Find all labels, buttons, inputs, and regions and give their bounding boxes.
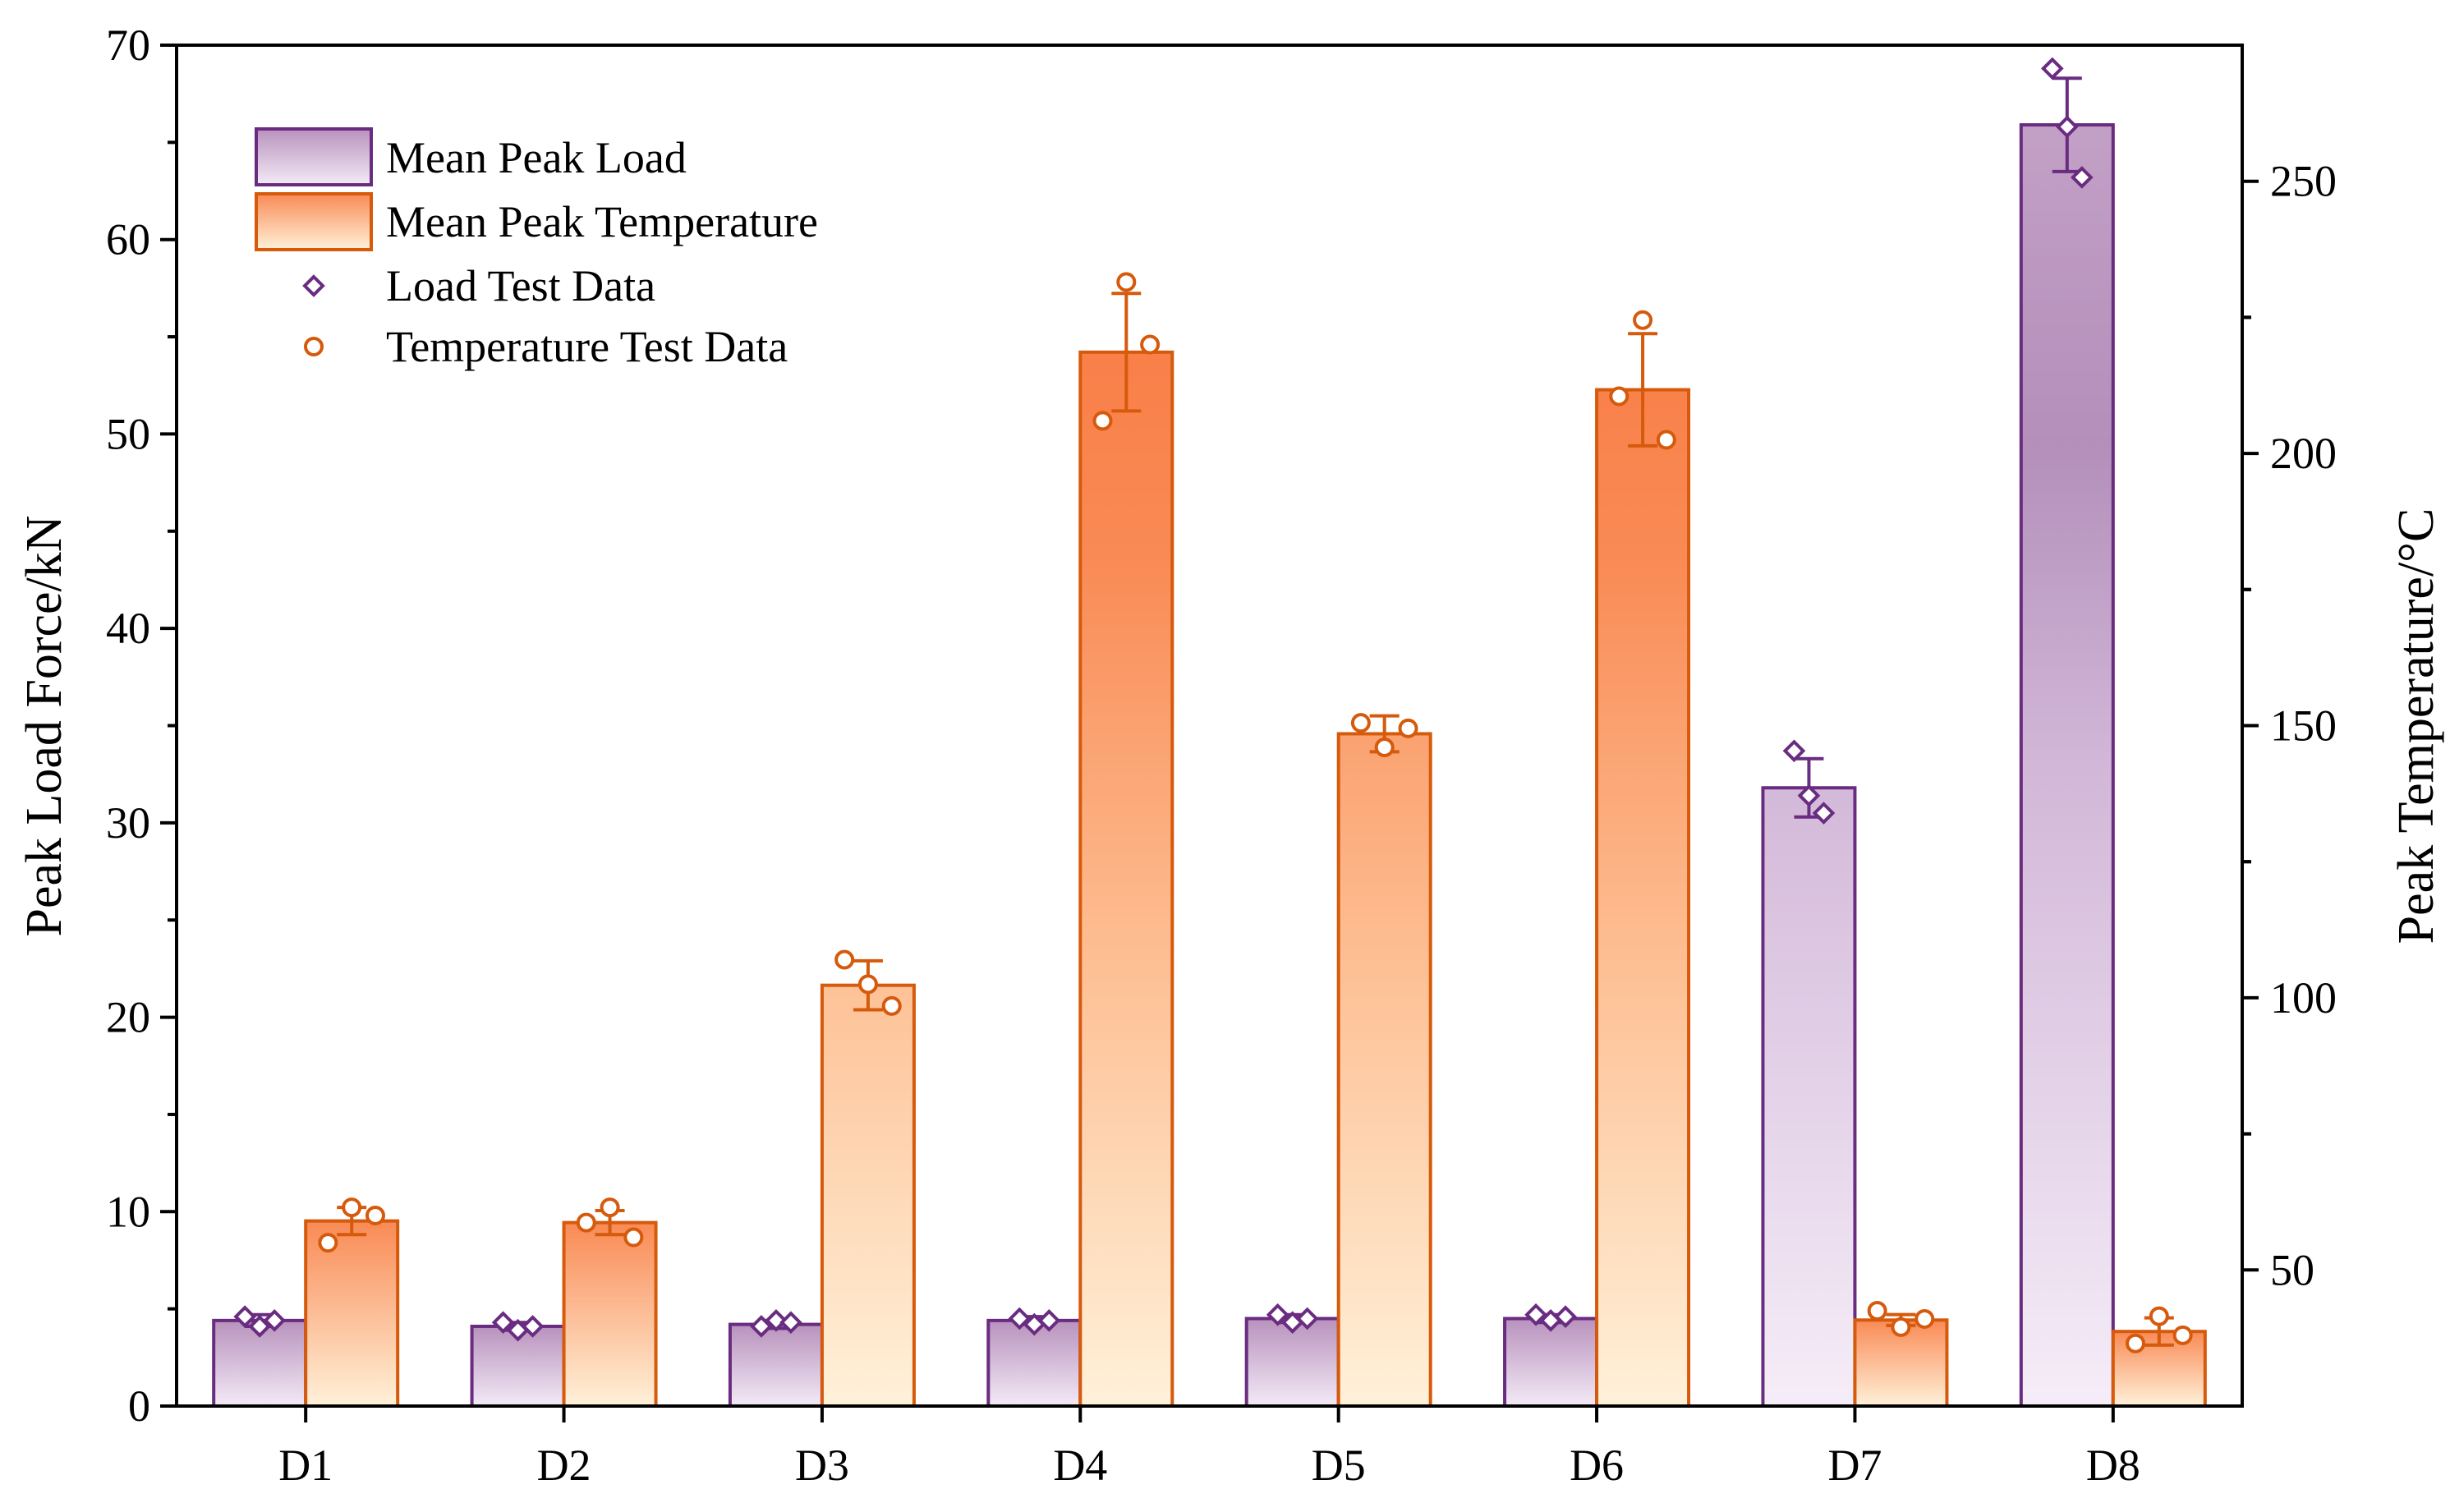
temp-point-D4-2 <box>1116 272 1137 292</box>
load-point-D6-1 <box>1524 1303 1547 1326</box>
y-tick-label-60: 60 <box>106 215 150 264</box>
bar-load-D8 <box>2019 123 2115 1408</box>
temp-point-D4-1 <box>1092 411 1113 431</box>
bar-temp-D5 <box>1336 732 1432 1408</box>
legend-swatch-temp <box>255 192 373 251</box>
legend-marker-temp-circle <box>304 337 324 356</box>
temp-point-D5-2 <box>1374 738 1395 758</box>
temp-point-D3-3 <box>881 995 902 1016</box>
temp-point-D1-3 <box>365 1206 385 1226</box>
y-tick-label-10: 10 <box>106 1187 150 1236</box>
x-tick-label-D3: D3 <box>795 1441 849 1490</box>
bar-temp-D2 <box>562 1220 658 1408</box>
x-axis: D1 D2 D3 D4 D5 D6 D7 D8 <box>278 1406 2140 1490</box>
temp-point-D7-1 <box>1867 1301 1887 1321</box>
legend-label-temp-data: Temperature Test Data <box>386 322 788 371</box>
temp-point-D6-2 <box>1633 310 1653 330</box>
y2-tick-label-250: 250 <box>2270 157 2337 206</box>
load-point-D8-1 <box>2040 57 2064 80</box>
temp-point-D8-1 <box>2126 1333 2146 1353</box>
load-point-D8-3 <box>2070 166 2094 189</box>
legend-label-load: Mean Peak Load <box>386 133 687 182</box>
load-point-D4-1 <box>1008 1307 1032 1330</box>
bar-temp-D6 <box>1595 388 1691 1409</box>
load-point-D8-2 <box>2055 115 2079 139</box>
temp-point-D6-1 <box>1609 386 1630 407</box>
temp-point-D7-2 <box>1891 1317 1911 1337</box>
temp-point-D2-1 <box>576 1212 596 1233</box>
load-point-D7-1 <box>1782 739 1806 763</box>
bar-temp-D4 <box>1078 350 1174 1408</box>
y2-tick-label-150: 150 <box>2270 701 2337 751</box>
y2-axis-title: Peak Temperature/°C <box>2388 508 2444 944</box>
plot-frame <box>175 44 2244 1408</box>
legend-label-load-data: Load Test Data <box>386 261 655 310</box>
x-tick-label-D2: D2 <box>537 1441 591 1490</box>
load-point-D1-2 <box>248 1315 272 1338</box>
left-axis: 0 10 20 30 40 50 60 70 <box>106 21 177 1431</box>
temp-point-D2-3 <box>623 1227 644 1248</box>
bar-load-D3 <box>728 1322 824 1408</box>
y-axis-title: Peak Load Force/kN <box>16 515 72 936</box>
load-point-D3-3 <box>779 1311 802 1335</box>
load-point-D1-3 <box>263 1309 287 1332</box>
legend-label-temp: Mean Peak Temperature <box>386 197 818 246</box>
temp-point-D3-1 <box>834 949 855 970</box>
temp-point-D6-3 <box>1656 430 1676 450</box>
x-tick-label-D8: D8 <box>2086 1441 2140 1490</box>
bar-temp-D3 <box>820 983 916 1409</box>
temp-point-D1-1 <box>318 1233 338 1253</box>
load-point-D3-2 <box>765 1309 788 1332</box>
load-point-D7-2 <box>1797 784 1821 807</box>
y2-tick-label-100: 100 <box>2270 973 2337 1023</box>
load-point-D1-1 <box>233 1305 257 1328</box>
legend-marker-load-diamond <box>302 274 325 297</box>
x-tick-label-D1: D1 <box>278 1441 333 1490</box>
points-layer <box>233 57 2193 1353</box>
x-tick-label-D5: D5 <box>1312 1441 1366 1490</box>
y-tick-label-0: 0 <box>128 1381 150 1431</box>
load-point-D4-3 <box>1037 1309 1061 1332</box>
y-tick-label-30: 30 <box>106 798 150 848</box>
y-tick-label-70: 70 <box>106 21 150 70</box>
right-axis: 50 100 150 200 250 <box>2242 157 2337 1294</box>
temp-point-D5-1 <box>1350 713 1371 733</box>
bar-load-D7 <box>1761 786 1857 1408</box>
bar-temp-D1 <box>304 1219 400 1408</box>
legend-swatch-load <box>255 127 373 186</box>
load-point-D5-1 <box>1266 1303 1289 1326</box>
temp-point-D4-3 <box>1140 334 1161 355</box>
load-point-D5-3 <box>1295 1307 1319 1330</box>
x-tick-label-D7: D7 <box>1827 1441 1882 1490</box>
y-tick-label-40: 40 <box>106 604 150 653</box>
y-tick-label-20: 20 <box>106 993 150 1042</box>
load-point-D6-3 <box>1554 1305 1577 1328</box>
y2-tick-label-50: 50 <box>2270 1245 2314 1294</box>
x-tick-label-D4: D4 <box>1053 1441 1107 1490</box>
y2-tick-label-200: 200 <box>2270 429 2337 478</box>
temp-point-D3-2 <box>857 974 878 995</box>
load-point-D7-3 <box>1812 802 1836 825</box>
load-point-D3-1 <box>750 1315 773 1338</box>
temp-point-D5-3 <box>1398 718 1418 738</box>
y-tick-label-50: 50 <box>106 409 150 458</box>
load-point-D2-1 <box>491 1311 515 1335</box>
load-point-D2-3 <box>521 1315 545 1338</box>
temp-point-D2-2 <box>600 1197 620 1218</box>
x-tick-label-D6: D6 <box>1570 1441 1624 1490</box>
temp-point-D7-3 <box>1914 1308 1935 1329</box>
temp-point-D8-2 <box>2149 1306 2169 1326</box>
bars-layer <box>212 123 2207 1409</box>
legend: Mean Peak Load Mean Peak Temperature Loa… <box>255 127 818 371</box>
temp-point-D8-3 <box>2172 1325 2193 1345</box>
temp-point-D1-2 <box>342 1197 362 1218</box>
